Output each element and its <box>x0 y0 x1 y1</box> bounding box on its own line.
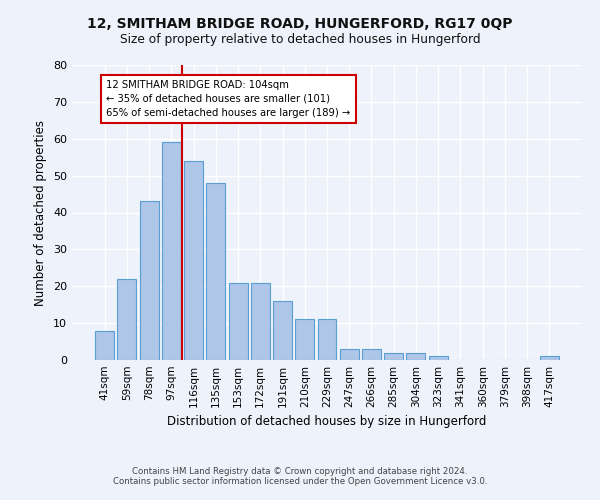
Bar <box>295 320 314 360</box>
Bar <box>406 352 425 360</box>
Bar <box>95 330 114 360</box>
Bar <box>429 356 448 360</box>
Bar <box>340 349 359 360</box>
Bar <box>162 142 181 360</box>
Bar <box>229 282 248 360</box>
Bar <box>251 282 270 360</box>
Bar <box>540 356 559 360</box>
Text: Size of property relative to detached houses in Hungerford: Size of property relative to detached ho… <box>119 32 481 46</box>
Bar <box>140 202 158 360</box>
Bar <box>273 301 292 360</box>
Bar <box>206 183 225 360</box>
Y-axis label: Number of detached properties: Number of detached properties <box>34 120 47 306</box>
Text: Contains public sector information licensed under the Open Government Licence v3: Contains public sector information licen… <box>113 477 487 486</box>
Bar <box>317 320 337 360</box>
X-axis label: Distribution of detached houses by size in Hungerford: Distribution of detached houses by size … <box>167 416 487 428</box>
Bar <box>362 349 381 360</box>
Text: 12, SMITHAM BRIDGE ROAD, HUNGERFORD, RG17 0QP: 12, SMITHAM BRIDGE ROAD, HUNGERFORD, RG1… <box>87 18 513 32</box>
Bar <box>118 279 136 360</box>
Bar <box>384 352 403 360</box>
Bar <box>184 161 203 360</box>
Text: Contains HM Land Registry data © Crown copyright and database right 2024.: Contains HM Land Registry data © Crown c… <box>132 467 468 476</box>
Text: 12 SMITHAM BRIDGE ROAD: 104sqm
← 35% of detached houses are smaller (101)
65% of: 12 SMITHAM BRIDGE ROAD: 104sqm ← 35% of … <box>106 80 350 118</box>
